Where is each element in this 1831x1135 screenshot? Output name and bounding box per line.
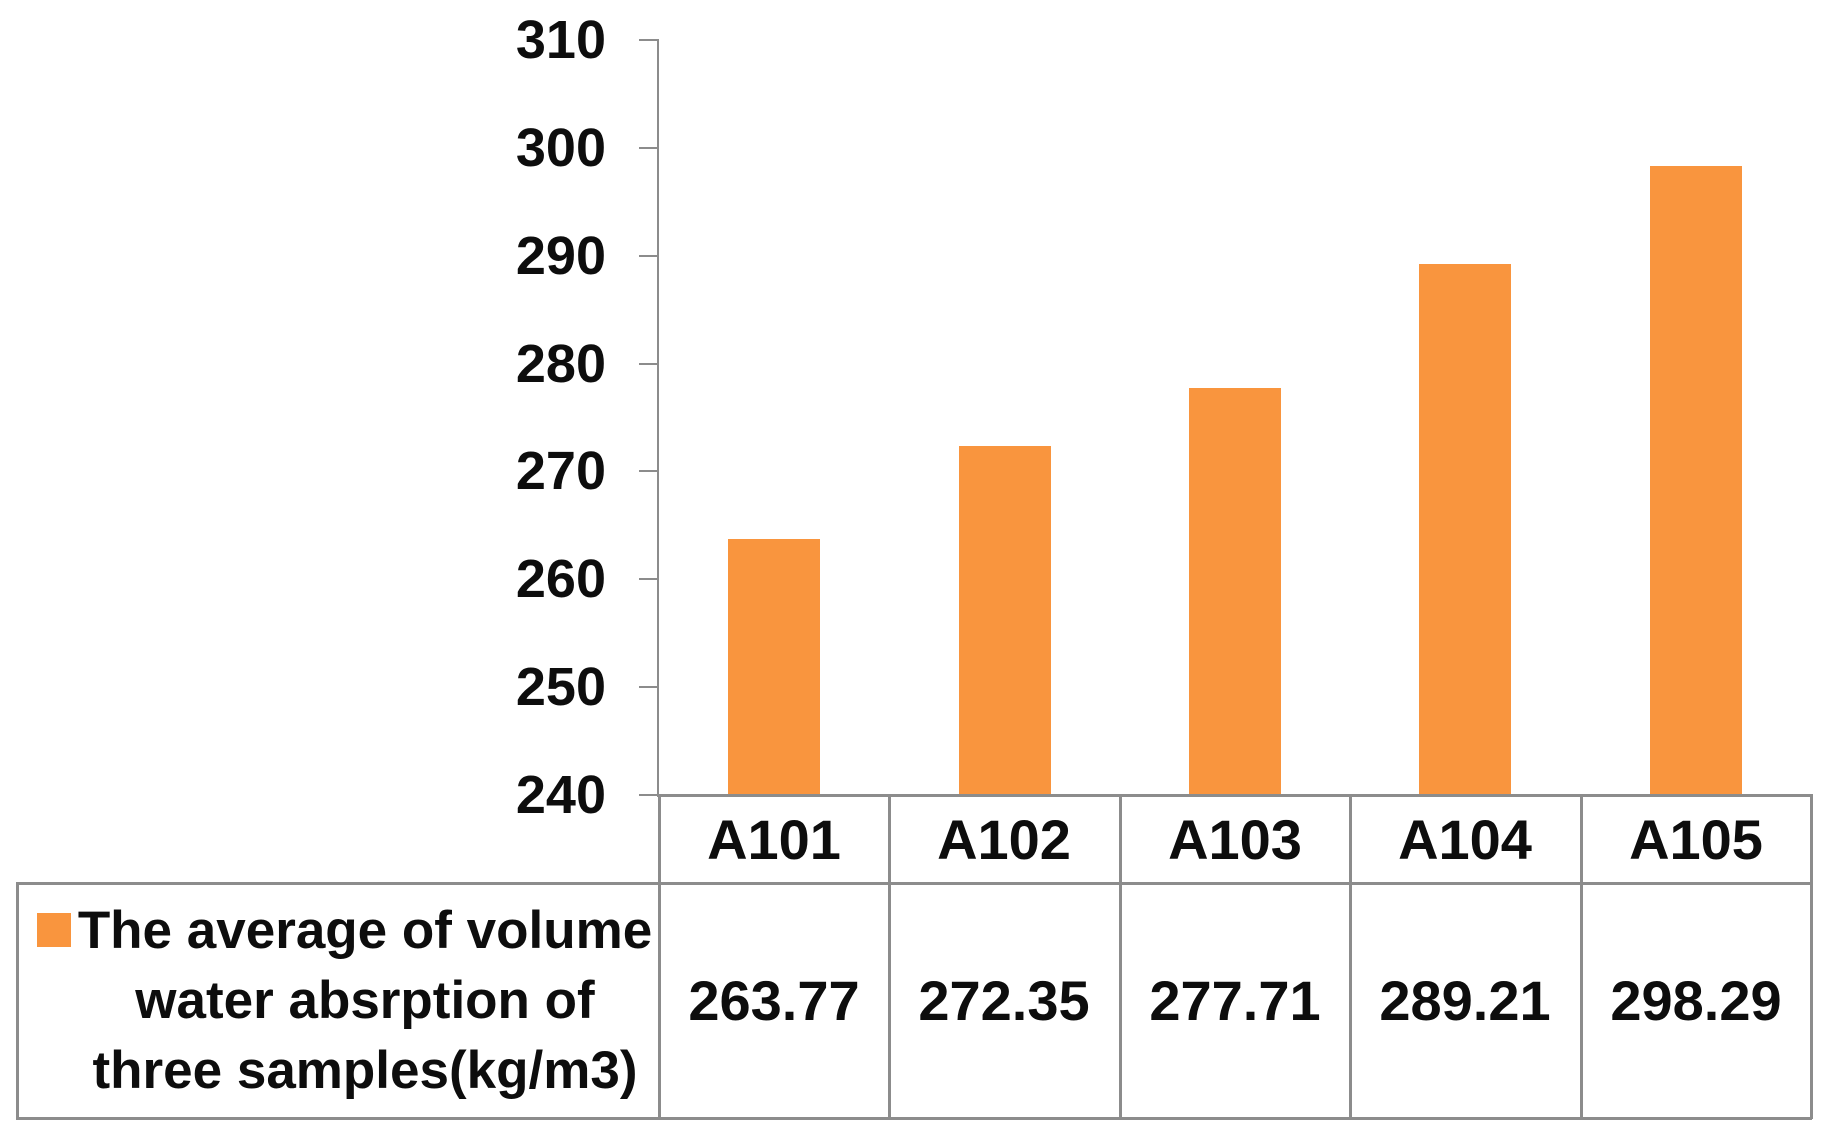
y-axis-tick-290	[639, 255, 657, 257]
legend-label-line: three samples(kg/m3)	[92, 1040, 638, 1100]
y-axis-tick-label-310: 310	[515, 10, 606, 70]
table-column-border-0	[658, 794, 661, 1119]
y-axis-tick-260	[639, 578, 657, 580]
y-axis-tick-label-260: 260	[515, 549, 606, 609]
header-cell-a105: A105	[1629, 807, 1763, 871]
legend-cell: The average of volume water absrption of…	[17, 883, 659, 1118]
header-cell-a102: A102	[937, 807, 1071, 871]
y-axis-tick-300	[639, 147, 657, 149]
value-cell-a105: 298.29	[1610, 969, 1782, 1032]
bar-a105	[1650, 166, 1742, 795]
y-axis-tick-280	[639, 363, 657, 365]
y-axis-tick-label-250: 250	[515, 657, 606, 717]
bar-a101	[728, 539, 820, 795]
table-line-bottom	[16, 1117, 1812, 1120]
legend-label-line: water absrption of	[135, 970, 595, 1030]
table-column-border-4	[1580, 794, 1583, 1119]
legend-cell-left-border	[16, 882, 19, 1119]
legend-swatch-orange-square	[37, 913, 71, 947]
y-axis-tick-label-240: 240	[515, 765, 606, 825]
table-line-middle	[16, 882, 1812, 885]
table-column-border-2	[1119, 794, 1122, 1119]
y-axis-tick-250	[639, 686, 657, 688]
bar-a102	[959, 446, 1051, 795]
header-cell-a101: A101	[707, 807, 841, 871]
legend-label: The average of volume water absrption of…	[71, 896, 659, 1106]
bar-a104	[1419, 264, 1511, 795]
y-axis-tick-240	[639, 794, 657, 796]
table-line-top	[657, 794, 1812, 797]
header-cell-a104: A104	[1398, 807, 1532, 871]
value-cell-a104: 289.21	[1379, 969, 1551, 1032]
y-axis-tick-310	[639, 39, 657, 41]
value-cell-a103: 277.71	[1149, 969, 1321, 1032]
table-column-border-5	[1810, 794, 1813, 1119]
value-cell-a101: 263.77	[688, 969, 860, 1032]
y-axis-line	[657, 39, 659, 795]
header-cell-a103: A103	[1168, 807, 1302, 871]
y-axis-tick-label-300: 300	[515, 118, 606, 178]
y-axis-tick-270	[639, 470, 657, 472]
bar-a103	[1189, 388, 1281, 795]
value-cell-a102: 272.35	[918, 969, 1090, 1032]
y-axis-tick-label-270: 270	[515, 441, 606, 501]
table-column-border-3	[1349, 794, 1352, 1119]
y-axis-tick-label-280: 280	[515, 334, 606, 394]
table-column-border-1	[888, 794, 891, 1119]
y-axis-tick-label-290: 290	[515, 226, 606, 286]
legend-label-line: The average of volume	[77, 900, 653, 960]
